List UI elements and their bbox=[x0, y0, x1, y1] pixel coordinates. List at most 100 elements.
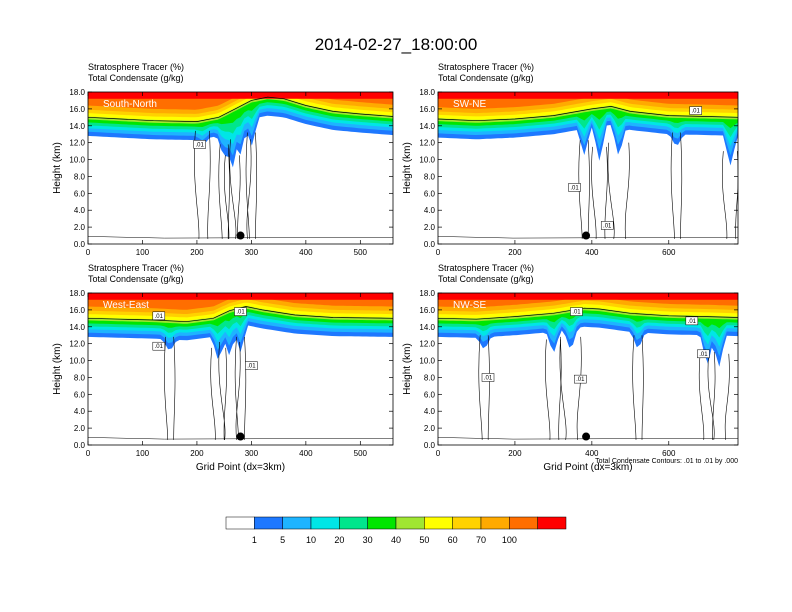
colorbar-tick-label: 20 bbox=[334, 535, 344, 545]
x-tick-label: 200 bbox=[190, 248, 204, 257]
x-axis-label: Grid Point (dx=3km) bbox=[196, 462, 285, 473]
condensate-contour bbox=[88, 96, 393, 122]
plot-frame bbox=[87, 91, 394, 245]
condensate-column-contour bbox=[210, 347, 227, 440]
surface-contour bbox=[438, 437, 738, 440]
condensate-column-contour bbox=[218, 341, 241, 440]
contour-label: .01 bbox=[247, 364, 256, 370]
y-tick-label: 10.0 bbox=[419, 357, 435, 366]
x-tick-label: 600 bbox=[662, 449, 676, 458]
y-tick-label: 0.0 bbox=[74, 441, 86, 450]
contour-label-box bbox=[245, 361, 258, 370]
condensate-contour bbox=[438, 106, 738, 122]
plot-frame bbox=[437, 91, 739, 245]
colorbar-swatch bbox=[282, 516, 312, 530]
condensate-column-contour bbox=[578, 140, 590, 239]
contour-label-box bbox=[685, 316, 699, 326]
y-tick-label: 18.0 bbox=[419, 289, 435, 298]
contour-label-box bbox=[574, 374, 587, 384]
colorbar-tick-label: 30 bbox=[363, 535, 373, 545]
location-marker bbox=[236, 231, 245, 240]
condensate-column-contour bbox=[545, 339, 562, 440]
colorbar-tick-label: 60 bbox=[448, 535, 458, 545]
y-tick-label: 6.0 bbox=[424, 189, 436, 198]
colorbar-swatch bbox=[395, 516, 425, 530]
condensate-column-contour bbox=[607, 142, 630, 239]
x-tick-label: 400 bbox=[299, 449, 313, 458]
condensate-contour bbox=[438, 307, 738, 320]
colorbar-tick-label: 5 bbox=[280, 535, 285, 545]
y-tick-label: 6.0 bbox=[424, 390, 436, 399]
y-tick-label: 10.0 bbox=[69, 156, 85, 165]
y-tick-label: 10.0 bbox=[419, 156, 435, 165]
x-tick-label: 400 bbox=[585, 449, 599, 458]
panel-label: South-North bbox=[103, 99, 157, 110]
condensate-column-contour bbox=[632, 335, 644, 440]
colorbar: 1 5 10 20 30 40 50 60 70 100 bbox=[225, 516, 567, 545]
contour-label: .01 bbox=[692, 109, 701, 115]
tracer-level-11 bbox=[438, 92, 738, 99]
contour-label-box bbox=[697, 349, 710, 359]
x-tick-label: 600 bbox=[662, 248, 676, 257]
tracer-level-11 bbox=[438, 293, 738, 300]
colorbar-swatch bbox=[254, 516, 283, 530]
tracer-field bbox=[438, 92, 738, 239]
y-tick-label: 14.0 bbox=[419, 122, 435, 131]
y-tick-label: 0.0 bbox=[424, 441, 436, 450]
y-tick-label: 4.0 bbox=[74, 407, 86, 416]
plot-frame bbox=[87, 292, 394, 446]
contour-label-box bbox=[193, 140, 206, 149]
location-marker bbox=[236, 432, 245, 441]
contour-label-box bbox=[600, 221, 614, 230]
contour-label: .01 bbox=[484, 375, 493, 381]
y-tick-label: 2.0 bbox=[74, 223, 86, 232]
x-tick-label: 0 bbox=[86, 449, 91, 458]
colorbar-swatch bbox=[310, 516, 340, 530]
contour-label: .01 bbox=[603, 223, 612, 229]
condensate-contour bbox=[88, 306, 393, 323]
y-tick-label: 8.0 bbox=[74, 373, 86, 382]
panels-group: Stratosphere Tracer (%)Total Condensate … bbox=[52, 62, 739, 473]
panel-label: NW-SE bbox=[453, 300, 486, 311]
y-tick-label: 4.0 bbox=[424, 407, 436, 416]
tracer-level-11 bbox=[88, 293, 393, 300]
colorbar-swatch bbox=[424, 516, 453, 530]
colorbar-swatch bbox=[537, 516, 567, 530]
colorbar-swatch bbox=[452, 516, 482, 530]
y-tick-label: 6.0 bbox=[74, 390, 86, 399]
contour-label: .01 bbox=[195, 142, 204, 148]
y-tick-label: 8.0 bbox=[74, 172, 86, 181]
y-tick-label: 2.0 bbox=[424, 424, 436, 433]
chart-panel-3: Stratosphere Tracer (%)Total Condensate … bbox=[402, 263, 739, 473]
panel-label: SW-NE bbox=[453, 99, 486, 110]
panel-header-condensate: Total Condensate (g/kg) bbox=[88, 274, 184, 284]
panel-header-tracer: Stratosphere Tracer (%) bbox=[88, 263, 184, 273]
condensate-column-contour bbox=[245, 132, 258, 239]
panel-header-condensate: Total Condensate (g/kg) bbox=[438, 274, 534, 284]
contour-label: .01 bbox=[236, 310, 245, 316]
y-tick-label: 18.0 bbox=[69, 88, 85, 97]
contour-label-box bbox=[234, 307, 247, 316]
x-tick-label: 400 bbox=[585, 248, 599, 257]
panel-header-condensate: Total Condensate (g/kg) bbox=[438, 73, 534, 83]
x-axis-label: Grid Point (dx=3km) bbox=[543, 462, 632, 473]
colorbar-swatch bbox=[480, 516, 510, 530]
x-tick-label: 200 bbox=[190, 449, 204, 458]
y-tick-label: 12.0 bbox=[69, 340, 85, 349]
condensate-column-contour bbox=[591, 146, 608, 239]
condensate-column-contour bbox=[234, 336, 247, 440]
x-tick-label: 0 bbox=[436, 248, 441, 257]
contour-label: .01 bbox=[699, 352, 708, 358]
contour-label: .01 bbox=[155, 344, 164, 350]
colorbar-swatch bbox=[225, 516, 255, 530]
colorbar-tick-label: 1 bbox=[252, 535, 257, 545]
y-tick-label: 14.0 bbox=[419, 323, 435, 332]
contour-label: .01 bbox=[572, 310, 581, 316]
x-tick-label: 100 bbox=[136, 449, 150, 458]
contour-label: .01 bbox=[155, 314, 164, 320]
condensate-column-contour bbox=[164, 336, 176, 440]
contour-label: .01 bbox=[570, 185, 579, 191]
y-tick-label: 18.0 bbox=[69, 289, 85, 298]
colorbar-tick-label: 10 bbox=[306, 535, 316, 545]
